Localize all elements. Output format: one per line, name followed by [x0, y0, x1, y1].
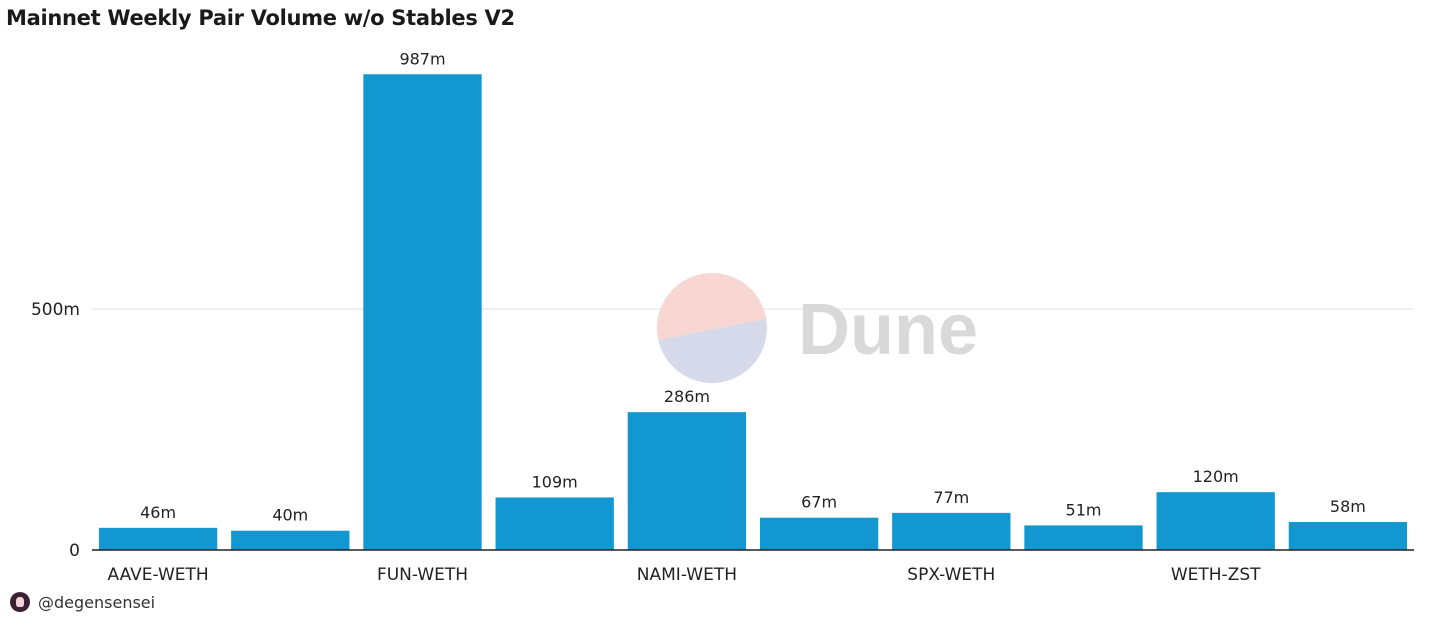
bar-value-label: 40m [272, 506, 308, 525]
dune-logo-icon [657, 272, 767, 383]
bar-value-label: 109m [532, 472, 578, 491]
y-tick-label: 500m [31, 300, 80, 320]
x-tick-label: WETH-ZST [1171, 565, 1261, 585]
bar-value-label: 46m [140, 503, 176, 522]
bar [495, 497, 614, 550]
bar [1288, 522, 1408, 550]
author-handle: @degensensei [38, 592, 156, 612]
bar-value-label: 58m [1330, 497, 1366, 516]
x-tick-label: SPX-WETH [907, 565, 995, 585]
bar-value-label: 51m [1066, 500, 1102, 519]
x-tick-label: FUN-WETH [377, 565, 468, 585]
bar [363, 74, 482, 551]
bar [231, 530, 350, 550]
bar [1156, 492, 1275, 550]
dune-watermark-text: Dune [798, 290, 978, 370]
bar [892, 512, 1011, 550]
bar-value-label: 67m [801, 493, 837, 512]
bar [98, 527, 218, 550]
labels-layer: 46m 40m 987m 109m 286m 67m 77m 51m 120m 58m [140, 49, 1366, 524]
axis-layer: 0 500m AAVE-WETH FUN-WETH NAMI-WETH SPX-WETH W… [31, 300, 1414, 585]
bar [1024, 525, 1143, 550]
bars-layer [98, 74, 1408, 551]
footer: @degensensei [10, 592, 155, 612]
dune-logo-top [657, 272, 767, 340]
x-tick-label: AAVE-WETH [108, 565, 209, 585]
dune-logo-bottom [658, 318, 767, 383]
chart-title: Mainnet Weekly Pair Volume w/o Stables V… [6, 6, 515, 30]
y-tick-label: 0 [69, 541, 80, 561]
avatar-icon [10, 592, 30, 612]
bar-value-label: 987m [399, 49, 445, 68]
bar [627, 412, 747, 550]
bar-value-label: 77m [933, 488, 969, 507]
bar-value-label: 120m [1193, 467, 1239, 486]
dune-watermark: Dune [657, 272, 978, 383]
bar-value-label: 286m [664, 387, 710, 406]
bar [759, 517, 879, 550]
x-tick-label: NAMI-WETH [637, 565, 737, 585]
